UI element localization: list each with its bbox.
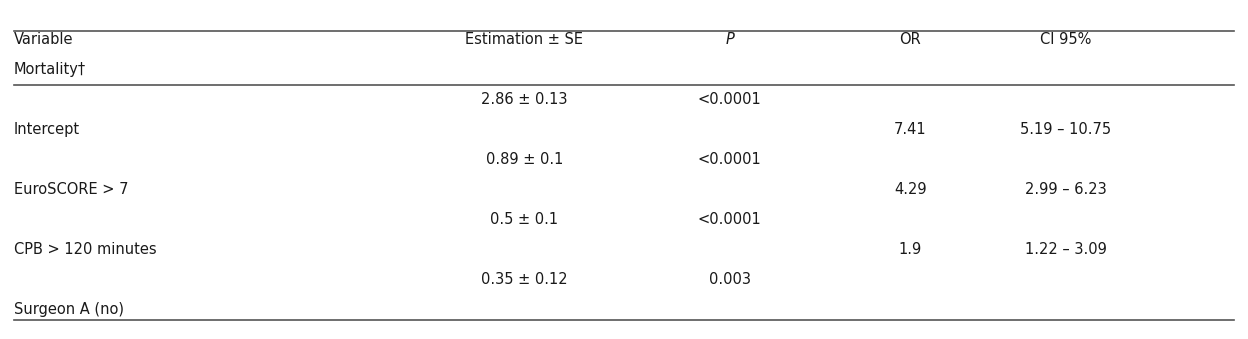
Text: 0.003: 0.003 <box>709 272 751 287</box>
Text: 1.22 – 3.09: 1.22 – 3.09 <box>1025 242 1107 257</box>
Text: 0.35 ± 0.12: 0.35 ± 0.12 <box>480 272 568 287</box>
Text: Mortality†: Mortality† <box>14 62 86 77</box>
Text: EuroSCORE > 7: EuroSCORE > 7 <box>14 182 129 197</box>
Text: 7.41: 7.41 <box>894 122 927 137</box>
Text: 4.29: 4.29 <box>894 182 927 197</box>
Text: 0.89 ± 0.1: 0.89 ± 0.1 <box>485 152 563 167</box>
Text: Estimation ± SE: Estimation ± SE <box>466 33 583 47</box>
Text: OR: OR <box>900 33 921 47</box>
Text: Intercept: Intercept <box>14 122 80 137</box>
Text: 2.86 ± 0.13: 2.86 ± 0.13 <box>482 92 568 107</box>
Text: <0.0001: <0.0001 <box>698 152 761 167</box>
Text: <0.0001: <0.0001 <box>698 92 761 107</box>
Text: Surgeon A (no): Surgeon A (no) <box>14 302 124 317</box>
Text: Variable: Variable <box>14 33 74 47</box>
Text: <0.0001: <0.0001 <box>698 212 761 227</box>
Text: 2.99 – 6.23: 2.99 – 6.23 <box>1025 182 1107 197</box>
Text: 1.9: 1.9 <box>899 242 922 257</box>
Text: CI 95%: CI 95% <box>1041 33 1092 47</box>
Text: 0.5 ± 0.1: 0.5 ± 0.1 <box>490 212 558 227</box>
Text: CPB > 120 minutes: CPB > 120 minutes <box>14 242 156 257</box>
Text: P: P <box>725 33 734 47</box>
Text: 5.19 – 10.75: 5.19 – 10.75 <box>1021 122 1112 137</box>
